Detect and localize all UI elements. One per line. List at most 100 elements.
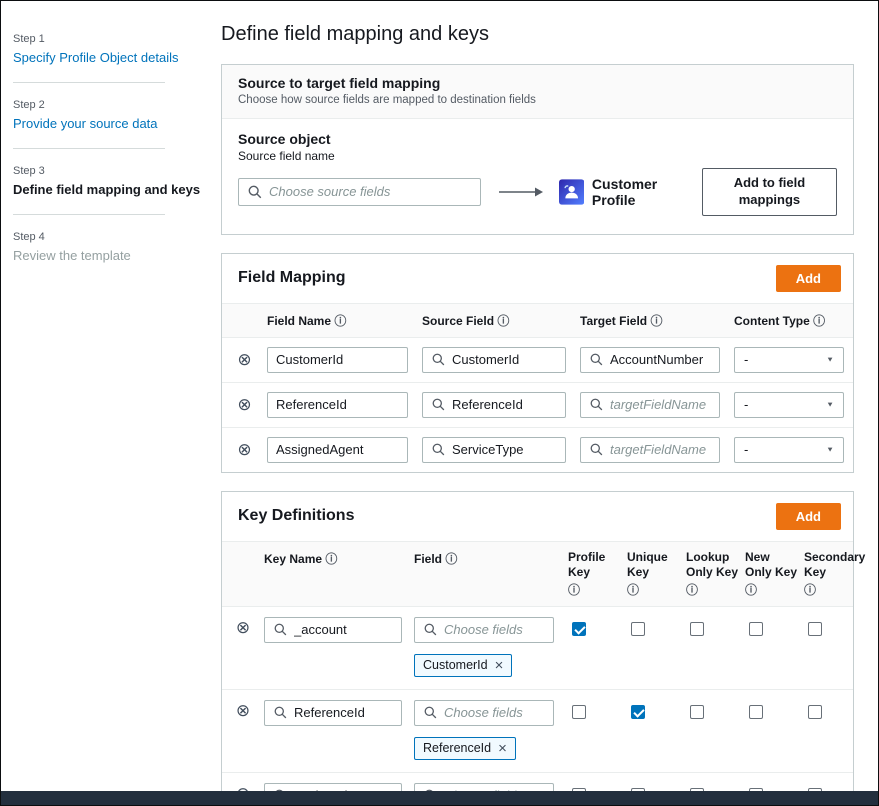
col-source-field-label: Source Field [422,313,495,328]
info-icon[interactable]: ⓘ [325,551,338,566]
field-mapping-title: Field Mapping [238,269,346,287]
profile-key-checkbox[interactable] [572,787,586,791]
info-icon[interactable]: ⓘ [627,582,640,597]
col-field-name-label: Field Name [267,313,332,328]
field-tag[interactable]: CustomerId × [414,653,513,677]
source-mapping-card-header: Source to target field mapping Choose ho… [222,65,853,119]
field-mapping-add-button[interactable]: Add [775,264,841,292]
profile-key-checkbox[interactable] [572,621,586,636]
key-fields-input[interactable] [444,788,544,791]
content-type-value: - [744,352,749,368]
step-2: Step 2 Provide your source data [13,97,209,133]
close-icon[interactable]: × [494,656,504,674]
secondary-key-checkbox[interactable] [808,704,822,719]
unique-key-checkbox[interactable] [631,621,645,636]
content-type-select[interactable]: - ▼ [734,346,844,373]
field-name-input[interactable] [267,346,408,373]
add-to-field-mappings-button[interactable]: Add to field mappings [701,168,838,216]
key-name-input[interactable] [294,705,392,721]
remove-row-icon[interactable]: ⊗ [235,700,251,720]
new-only-key-checkbox[interactable] [749,704,763,719]
new-only-key-checkbox[interactable] [749,621,763,636]
key-name-input[interactable] [294,788,392,791]
col-source-field: Source Field ⓘ [422,304,580,337]
info-icon[interactable]: ⓘ [650,313,663,328]
remove-row-icon[interactable]: ⊗ [235,617,251,637]
col-profile-key-label: Profile Key [568,549,606,579]
secondary-key-checkbox[interactable] [808,621,822,636]
target-field-search[interactable] [580,436,720,463]
search-icon [426,789,433,791]
content-type-value: - [744,442,749,458]
info-icon[interactable]: ⓘ [813,313,826,328]
info-icon[interactable]: ⓘ [745,582,758,597]
source-field-search[interactable] [422,346,566,373]
info-icon[interactable]: ⓘ [568,582,581,597]
field-name-input[interactable] [267,391,408,418]
key-definitions-table-header: Key Name ⓘ Field ⓘ Profile Key ⓘ Unique K… [222,540,865,607]
secondary-key-checkbox[interactable] [808,787,822,791]
field-mapping-table-header: Field Name ⓘ Source Field ⓘ Target Field… [222,302,853,338]
content-type-select[interactable]: - ▼ [734,436,844,463]
target-field-input[interactable] [610,397,710,413]
step-2-link[interactable]: Provide your source data [13,115,158,131]
key-fields-search[interactable] [414,699,554,726]
content-area: Step 1 Specify Profile Object details St… [1,1,878,791]
key-fields-search[interactable] [414,782,554,791]
source-fields-input[interactable] [269,184,471,200]
target-field-input[interactable] [610,442,710,458]
key-name-input[interactable] [294,622,392,638]
target-field-search[interactable] [580,391,720,418]
customer-profile-label: Customer Profile [591,175,658,208]
key-fields-search[interactable] [414,616,554,643]
search-icon [274,623,287,636]
step-3-title: Define field mapping and keys [13,181,201,197]
target-field-input[interactable] [610,352,710,368]
info-icon[interactable]: ⓘ [686,582,699,597]
remove-row-icon[interactable]: ⊗ [222,783,264,791]
source-field-input[interactable] [452,397,556,413]
step-divider [13,147,165,149]
remove-row-icon[interactable]: ⊗ [237,440,252,460]
unique-key-checkbox[interactable] [631,787,645,791]
key-name-search[interactable] [264,782,402,791]
search-icon [274,706,287,719]
lookup-only-key-checkbox[interactable] [690,621,704,636]
unique-key-checkbox[interactable] [631,704,645,719]
content-type-select[interactable]: - ▼ [734,391,844,418]
target-field-search[interactable] [580,346,720,373]
info-icon[interactable]: ⓘ [804,582,817,597]
info-icon[interactable]: ⓘ [334,313,347,328]
remove-row-icon[interactable]: ⊗ [237,350,252,370]
step-3-label: Step 3 [13,164,45,177]
source-field-input[interactable] [452,352,556,368]
col-key-name: Key Name ⓘ [264,542,414,606]
field-name-input[interactable] [267,436,408,463]
remove-row-icon[interactable]: ⊗ [237,395,252,415]
step-1-label: Step 1 [13,33,45,45]
info-icon[interactable]: ⓘ [497,313,510,328]
profile-key-checkbox[interactable] [572,704,586,719]
source-field-search[interactable] [422,436,566,463]
col-key-name-label: Key Name [264,551,323,566]
info-icon[interactable]: ⓘ [445,551,458,566]
step-1-link[interactable]: Specify Profile Object details [13,50,179,65]
source-fields-search[interactable] [238,177,481,206]
key-fields-input[interactable] [444,622,544,638]
key-name-search[interactable] [264,699,402,726]
source-field-search[interactable] [422,391,566,418]
source-field-input[interactable] [452,442,556,458]
step-divider [13,213,165,215]
col-content-type-label: Content Type [734,313,810,328]
lookup-only-key-checkbox[interactable] [690,787,704,791]
new-only-key-checkbox[interactable] [749,787,763,791]
lookup-only-key-checkbox[interactable] [690,704,704,719]
key-definitions-add-button[interactable]: Add [775,502,841,530]
key-fields-input[interactable] [444,705,544,721]
field-tag[interactable]: ReferenceId × [414,736,516,760]
close-icon[interactable]: × [498,739,507,757]
key-name-search[interactable] [264,616,402,643]
search-icon [432,443,445,456]
field-mapping-card: Field Mapping Add Field Name ⓘ Source Fi… [221,252,854,473]
content-type-value: - [744,397,749,413]
